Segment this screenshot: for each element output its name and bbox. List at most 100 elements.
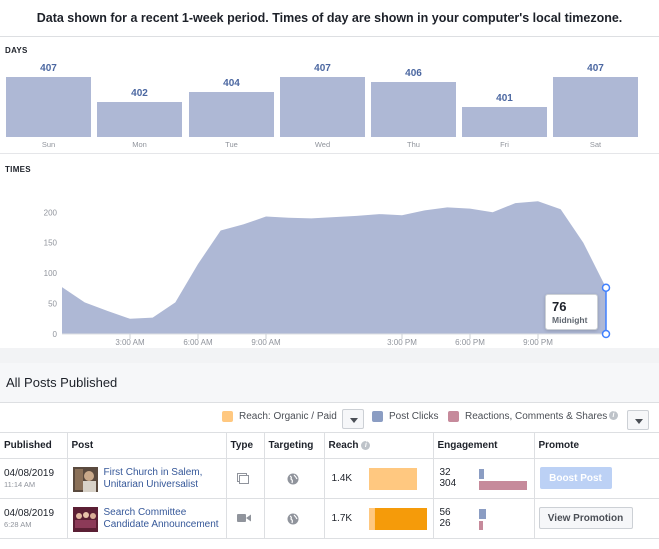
day-name-label: Thu: [407, 140, 420, 149]
day-bar[interactable]: [553, 77, 638, 137]
reach-bar: [368, 468, 417, 490]
type-cell: [226, 458, 265, 499]
engagement-values: 56 26: [440, 507, 451, 529]
reactions-mini-bar: [478, 481, 527, 490]
day-value-label: 404: [223, 78, 240, 89]
targeting-cell: [264, 458, 325, 499]
engagement-cell: 56 26: [433, 498, 535, 539]
col-promote[interactable]: Promote: [534, 432, 659, 459]
published-cell: 04/08/2019 6:28 AM: [0, 498, 68, 539]
reach-bar: [368, 508, 427, 530]
post-date: 04/08/2019: [4, 468, 55, 479]
reach-value: 1.7K: [331, 513, 353, 524]
engagement-reactions: 304: [439, 478, 457, 489]
reach-info-icon[interactable]: i: [361, 440, 371, 450]
engagement-values: 32 304: [440, 467, 457, 489]
day-name-label: Mon: [132, 140, 147, 149]
y-tick-label: 150: [44, 239, 58, 248]
legend-reactions-label: Reactions, Comments & Shares: [465, 411, 608, 422]
reactions-mini-bar: [478, 521, 483, 530]
day-value-label: 407: [314, 63, 331, 74]
col-published[interactable]: Published: [0, 432, 68, 459]
table-header-row: Published Post Type Targeting Reach i En…: [0, 432, 659, 459]
view-promotion-button[interactable]: View Promotion: [538, 507, 633, 529]
tooltip-value: 76: [552, 299, 567, 314]
posts-header: All Posts Published: [0, 363, 659, 403]
clicks-mini-bar: [478, 469, 484, 479]
targeting-cell: [264, 498, 325, 539]
col-type[interactable]: Type: [226, 432, 265, 459]
tooltip-label: Midnight: [552, 315, 588, 325]
days-times-divider: [0, 153, 659, 154]
promote-cell: Boost Post: [534, 458, 659, 499]
post-cell: Search Committee Candidate Announcement: [67, 498, 227, 539]
boost-post-button[interactable]: Boost Post: [539, 467, 612, 489]
notice-divider: [0, 36, 659, 37]
info-icon[interactable]: i: [609, 410, 618, 421]
post-thumbnail[interactable]: [72, 507, 98, 532]
day-name-label: Sun: [41, 140, 56, 149]
col-post[interactable]: Post: [67, 432, 227, 459]
day-value-label: 407: [587, 63, 604, 74]
hover-marker-point: [601, 329, 611, 339]
engagement-clicks: 32: [439, 467, 451, 478]
posts-title: All Posts Published: [6, 375, 118, 390]
globe-icon: [287, 513, 298, 525]
reactions-swatch: [448, 411, 459, 422]
chart-tooltip: 76 Midnight: [545, 294, 598, 330]
reach-organic-bar: [368, 468, 417, 490]
x-tick-label: 9:00 PM: [523, 338, 553, 347]
day-name-label: Fri: [500, 140, 509, 149]
col-engagement[interactable]: Engagement: [433, 432, 535, 459]
reach-cell: 1.7K: [324, 498, 434, 539]
engagement-cell: 32 304: [433, 458, 535, 499]
times-area-series: [62, 201, 606, 334]
timezone-notice: Data shown for a recent 1-week period. T…: [0, 0, 659, 36]
day-bar[interactable]: [97, 102, 182, 137]
day-bar[interactable]: [6, 77, 91, 137]
times-section-label: TIMES: [5, 165, 31, 174]
post-time: 6:28 AM: [4, 520, 32, 529]
legend-reach-label: Reach: Organic / Paid: [239, 411, 337, 422]
posts-table: Published Post Type Targeting Reach i En…: [0, 432, 659, 539]
status-update-icon: [236, 473, 249, 484]
post-date: 04/08/2019: [4, 508, 55, 519]
post-title-link[interactable]: Search Committee Candidate Announcement: [103, 507, 219, 530]
promote-cell: View Promotion: [534, 498, 659, 539]
times-area-chart: 0 50 100 150 200 3:00 AM 6:00 AM 9:00 AM 3:00 PM…: [44, 201, 611, 347]
x-tick-label: 6:00 PM: [455, 338, 485, 347]
table-row: 04/08/2019 6:28 AM Search Committee Cand…: [0, 498, 659, 539]
day-bar[interactable]: [462, 107, 547, 137]
video-icon: [236, 514, 251, 522]
day-value-label: 402: [131, 88, 148, 99]
post-thumbnail[interactable]: [72, 467, 98, 492]
post-title-link[interactable]: First Church in Salem, Unitarian Univers…: [103, 467, 203, 490]
section-spacer: [0, 348, 659, 363]
day-bar[interactable]: [371, 82, 456, 137]
engagement-clicks: 56: [439, 507, 451, 518]
day-bar[interactable]: [189, 92, 274, 137]
day-name-label: Tue: [225, 140, 238, 149]
x-tick-label: 9:00 AM: [251, 338, 281, 347]
clicks-swatch: [372, 411, 383, 422]
clicks-mini-bar: [478, 509, 486, 519]
reach-dropdown-button[interactable]: [342, 409, 364, 429]
col-reach[interactable]: Reach i: [324, 432, 434, 459]
col-targeting[interactable]: Targeting: [264, 432, 325, 459]
day-value-label: 406: [405, 68, 422, 79]
col-reach-label: Reach: [328, 440, 359, 451]
y-tick-label: 50: [48, 300, 57, 309]
day-name-label: Wed: [314, 140, 331, 149]
day-bar[interactable]: [280, 77, 365, 137]
reach-organic-bar: [368, 508, 375, 530]
hover-marker-point: [601, 283, 611, 292]
table-row: 04/08/2019 11:14 AM First Church in Sale…: [0, 458, 659, 499]
day-value-label: 407: [40, 63, 57, 74]
legend-clicks-label: Post Clicks: [389, 411, 439, 422]
engagement-reactions: 26: [439, 518, 451, 529]
metrics-dropdown-button[interactable]: [627, 410, 649, 430]
reach-paid-bar: [374, 508, 427, 530]
reach-swatch: [222, 411, 233, 422]
post-cell: First Church in Salem, Unitarian Univers…: [67, 458, 227, 499]
x-tick-label: 3:00 AM: [115, 338, 145, 347]
